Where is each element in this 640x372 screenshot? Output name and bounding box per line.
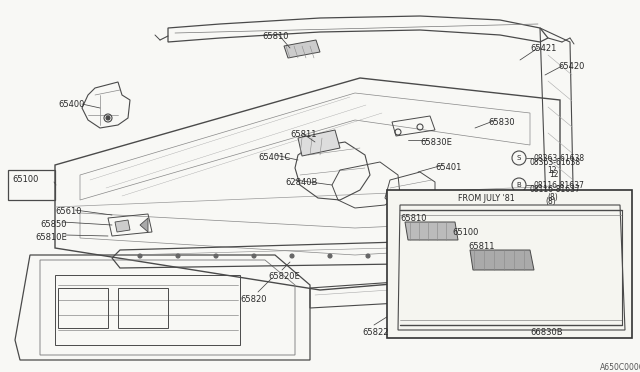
Text: 65830E: 65830E	[420, 138, 452, 147]
Polygon shape	[115, 220, 130, 232]
Text: 66830B: 66830B	[530, 328, 563, 337]
Text: B: B	[516, 182, 522, 188]
Text: 12: 12	[549, 170, 559, 179]
Circle shape	[252, 254, 256, 258]
Text: 65100: 65100	[452, 228, 478, 237]
Text: 08116-81637: 08116-81637	[530, 185, 581, 194]
Text: 65822: 65822	[362, 328, 388, 337]
Text: (8): (8)	[545, 197, 556, 206]
Text: 65400: 65400	[58, 100, 84, 109]
Text: FROM JULY '81: FROM JULY '81	[458, 194, 515, 203]
Text: 08116-81637: 08116-81637	[533, 181, 584, 190]
Text: 65420: 65420	[558, 62, 584, 71]
Text: 12: 12	[547, 166, 557, 175]
Text: 65610: 65610	[55, 207, 81, 216]
Circle shape	[598, 317, 602, 320]
Circle shape	[138, 254, 142, 258]
Text: 65830: 65830	[488, 118, 515, 127]
Polygon shape	[298, 130, 340, 156]
Circle shape	[442, 254, 446, 258]
Text: 65401C: 65401C	[258, 153, 291, 162]
Text: 65820E: 65820E	[268, 272, 300, 281]
Circle shape	[214, 254, 218, 258]
Polygon shape	[470, 250, 534, 270]
Circle shape	[328, 254, 332, 258]
Text: 08363-61638: 08363-61638	[530, 158, 581, 167]
Circle shape	[366, 254, 370, 258]
Text: S: S	[517, 155, 521, 161]
Text: (8): (8)	[547, 193, 557, 202]
Text: 62840B: 62840B	[285, 178, 317, 187]
Text: 65810: 65810	[262, 32, 289, 41]
Circle shape	[480, 254, 484, 258]
Bar	[387, 190, 632, 338]
Circle shape	[290, 254, 294, 258]
Text: 65100: 65100	[12, 175, 38, 184]
Text: 65811: 65811	[290, 130, 317, 139]
Text: 08363-61638: 08363-61638	[533, 154, 584, 163]
Polygon shape	[284, 40, 320, 58]
Text: A650C0006: A650C0006	[600, 363, 640, 372]
Polygon shape	[405, 222, 458, 240]
Circle shape	[404, 254, 408, 258]
Text: 65811: 65811	[468, 242, 495, 251]
Text: 65401: 65401	[435, 163, 461, 172]
Text: 65421: 65421	[530, 44, 556, 53]
Text: 65810E: 65810E	[35, 233, 67, 242]
Text: 65810: 65810	[400, 214, 426, 223]
Circle shape	[106, 116, 110, 120]
Text: 65820: 65820	[240, 295, 266, 304]
Polygon shape	[140, 218, 148, 232]
Circle shape	[176, 254, 180, 258]
Text: 65850: 65850	[40, 220, 67, 229]
